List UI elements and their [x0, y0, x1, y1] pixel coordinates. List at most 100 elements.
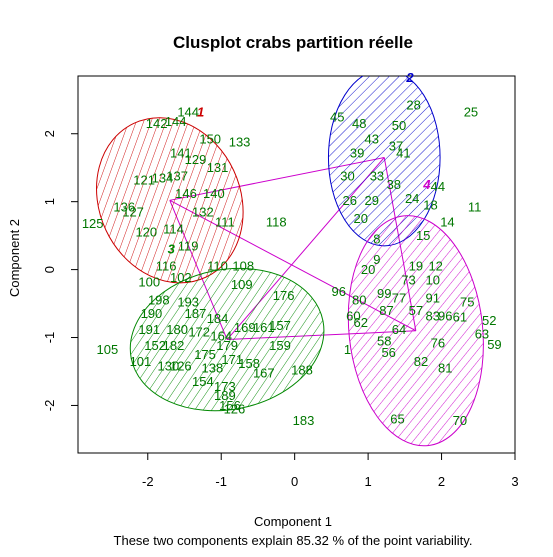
cluster-label-3: 3: [168, 242, 176, 257]
chart-title: Clusplot crabs partition réelle: [173, 33, 413, 52]
point-label: 62: [354, 315, 368, 330]
point-label: 102: [170, 270, 192, 285]
point-label: 44: [431, 179, 445, 194]
y-axis: -2 -1 0 1 2: [42, 130, 79, 411]
point-label: 167: [253, 365, 275, 380]
point-label: 129: [185, 152, 207, 167]
point-label: 172: [188, 325, 210, 340]
point-label: 142: [146, 116, 168, 131]
point-label: 144: [177, 105, 199, 120]
point-label: 26: [343, 193, 357, 208]
point-label: 33: [370, 168, 384, 183]
point-label: 43: [365, 132, 379, 147]
point-label: 30: [340, 168, 354, 183]
point-label: 73: [401, 272, 415, 287]
point-label: 25: [464, 105, 478, 120]
point-label: 175: [194, 347, 216, 362]
point-label: 109: [231, 277, 253, 292]
point-label: 59: [487, 337, 501, 352]
point-label: 52: [482, 313, 496, 328]
cluster-label-1: 1: [197, 105, 204, 120]
point-label: 161: [253, 320, 275, 335]
point-label: 154: [192, 374, 214, 389]
x-tick-label: 1: [364, 474, 371, 489]
point-label: 144: [165, 114, 187, 129]
x-tick-label: -2: [142, 474, 154, 489]
point-label: 133: [229, 134, 251, 149]
point-label: 83: [426, 308, 440, 323]
cluster-ellipse-3: [129, 267, 325, 412]
point-label: 10: [426, 272, 440, 287]
point-label: 15: [416, 228, 430, 243]
point-label: 110: [207, 259, 228, 274]
point-label: 127: [122, 204, 144, 219]
point-label: 190: [141, 306, 163, 321]
point-label: 12: [428, 259, 442, 274]
point-label: 1: [344, 342, 351, 357]
point-label: 96: [438, 308, 452, 323]
point-label: 75: [460, 295, 474, 310]
point-label: 141: [170, 145, 192, 160]
point-label: 137: [166, 168, 188, 183]
point-label: 48: [352, 116, 366, 131]
point-label: 118: [266, 215, 287, 230]
point-label: 99: [377, 286, 391, 301]
point-label: 138: [202, 361, 224, 376]
x-tick-label: -1: [215, 474, 227, 489]
point-label: 126: [170, 359, 192, 374]
point-label: 91: [426, 291, 440, 306]
point-label: 65: [390, 412, 404, 427]
point-label: 152: [144, 338, 166, 353]
point-label: 146: [175, 186, 197, 201]
point-label: 58: [377, 333, 391, 348]
point-label: 191: [138, 322, 160, 337]
point-label: 20: [354, 211, 368, 226]
point-label: 50: [392, 118, 406, 133]
point-label: 70: [453, 413, 467, 428]
point-label: 38: [387, 177, 401, 192]
point-label: 20: [361, 262, 375, 277]
y-tick-label: 2: [42, 130, 57, 137]
point-label: 39: [350, 145, 364, 160]
point-label: 105: [97, 342, 119, 357]
point-label: 158: [238, 356, 260, 371]
x-axis: -2 -1 0 1 2 3: [142, 452, 519, 489]
point-label: 173: [214, 379, 236, 394]
point-label: 96: [331, 284, 345, 299]
point-label: 11: [468, 200, 482, 215]
point-label: 130: [157, 359, 179, 374]
point-label: 169: [234, 320, 256, 335]
point-label: 76: [431, 335, 445, 350]
point-label: 198: [148, 293, 170, 308]
point-label: 184: [207, 311, 229, 326]
point-label: 28: [406, 98, 420, 113]
point-label: 125: [82, 216, 104, 231]
point-label: 81: [438, 361, 452, 376]
y-tick-label: -1: [42, 332, 57, 344]
point-label: 171: [221, 352, 243, 367]
point-label: 120: [135, 225, 157, 240]
point-label: 116: [156, 259, 177, 274]
point-label: 111: [215, 215, 235, 230]
point-label: 150: [199, 132, 221, 147]
point-label: 183: [293, 413, 315, 428]
point-label: 63: [475, 327, 489, 342]
point-label: 87: [379, 303, 393, 318]
point-label: 101: [130, 354, 152, 369]
point-label: 100: [138, 274, 160, 289]
cluster-ellipse-4: [347, 215, 484, 447]
x-tick-label: 0: [291, 474, 298, 489]
point-label: 188: [291, 363, 313, 378]
cluster-label-4: 4: [422, 177, 431, 192]
x-axis-label: Component 1: [254, 514, 332, 529]
point-label: 80: [352, 293, 366, 308]
point-label: 180: [166, 322, 188, 337]
point-label: 108: [232, 259, 254, 274]
point-label: 60: [346, 308, 360, 323]
x-tick-label: 3: [511, 474, 518, 489]
point-label: 82: [414, 354, 428, 369]
point-label: 57: [409, 303, 423, 318]
x-tick-label: 2: [438, 474, 445, 489]
